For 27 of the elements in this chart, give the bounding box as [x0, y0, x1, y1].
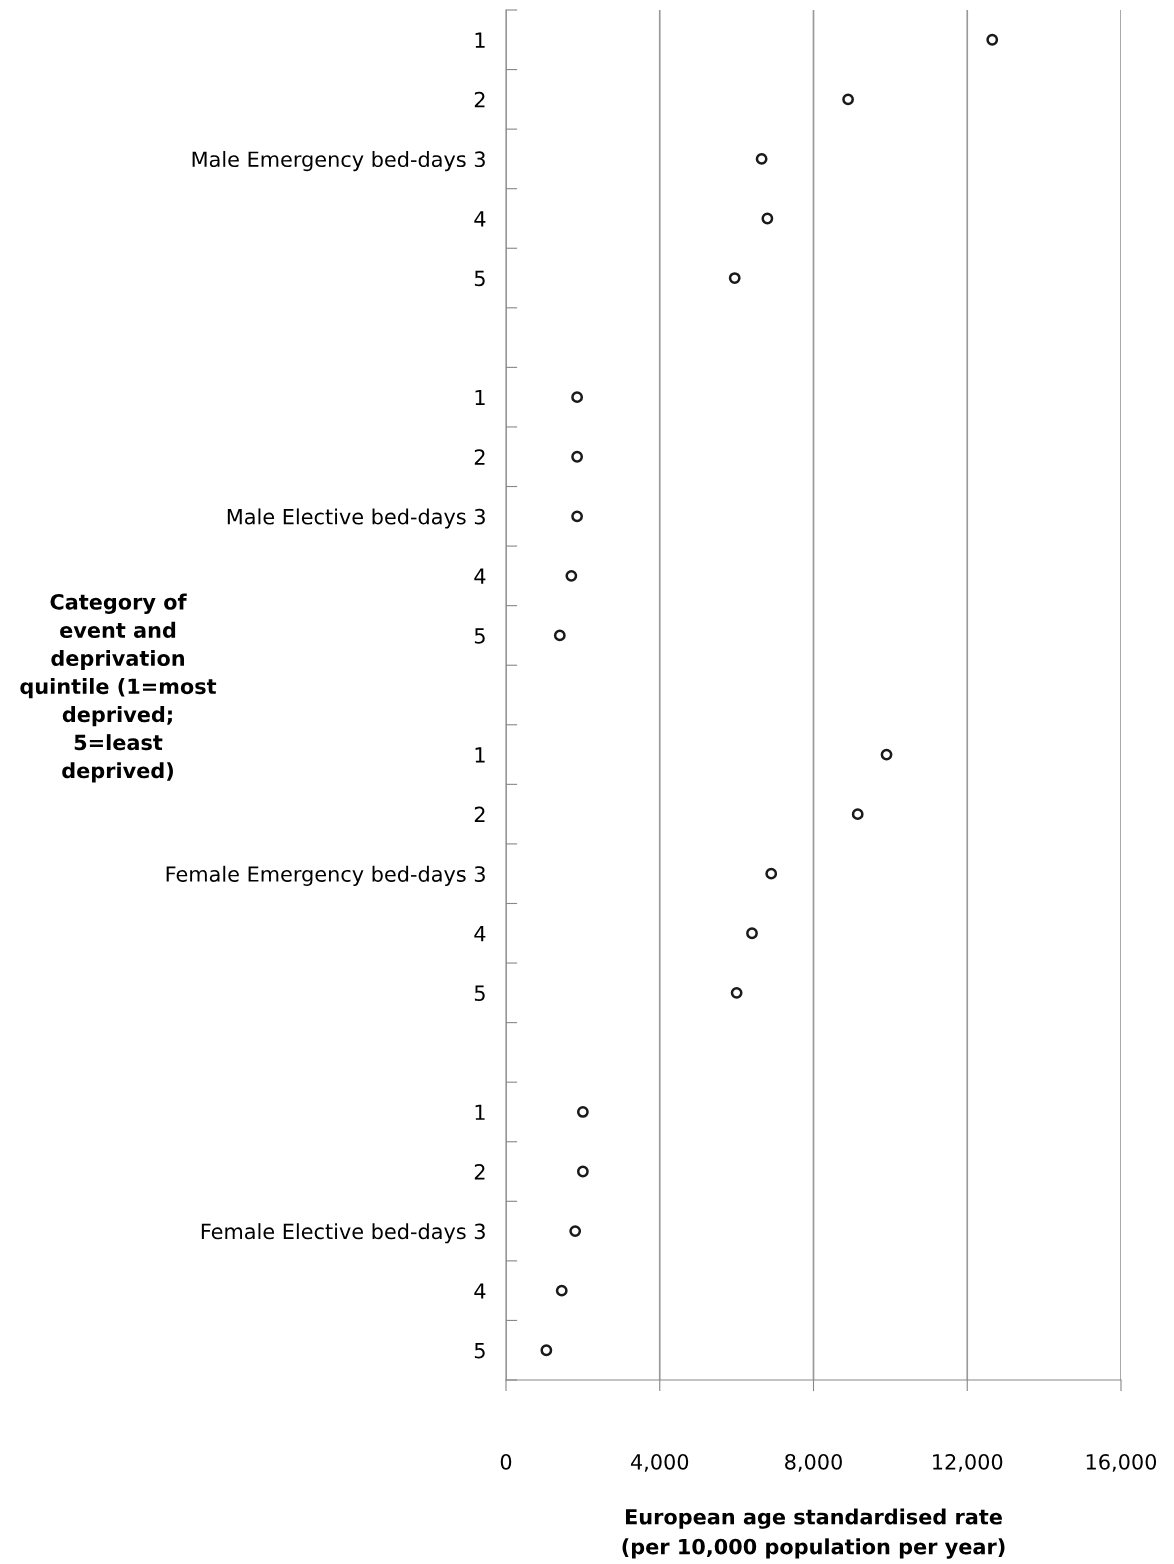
y-tick-label: 5 — [474, 1342, 485, 1359]
y-axis-title: Category of event and deprivation quintile (1=most deprived; 5=least deprived) — [20, 593, 217, 783]
y-tick-label: 1 — [475, 747, 485, 763]
y-tick-label: 2 — [474, 806, 485, 823]
y-tick-label: 4 — [474, 1283, 486, 1299]
y-tick-label: Female Emergency bed-days 3 — [166, 865, 485, 886]
y-tick-label: 4 — [474, 568, 486, 584]
x-tick-label: 4,000 — [630, 1453, 689, 1472]
x-axis-title: European age standardised rate (per 10,000 population per year) — [622, 1508, 1005, 1559]
y-tick-label: 5 — [474, 628, 485, 644]
x-tick-label: 0 — [500, 1453, 512, 1470]
y-tick-label: 4 — [474, 925, 486, 942]
y-tick-label: 1 — [475, 1104, 485, 1120]
x-tick-label: 12,000 — [933, 1453, 1003, 1472]
y-tick-label: 2 — [474, 1163, 485, 1180]
y-tick-label: 1 — [475, 389, 485, 406]
y-tick-label: 2 — [474, 91, 485, 108]
y-tick-label: Female Elective bed-days 3 — [201, 1223, 485, 1244]
x-tick-label: 16,000 — [1086, 1453, 1157, 1472]
x-tick-label: 8,000 — [785, 1453, 842, 1472]
y-tick-label: 1 — [475, 32, 485, 48]
y-tick-label: 5 — [474, 985, 485, 1002]
y-tick-label: 5 — [474, 270, 485, 287]
y-tick-label: Male Elective bed-days 3 — [227, 508, 485, 529]
y-tick-label: 4 — [474, 211, 486, 227]
y-tick-label: 2 — [474, 449, 485, 465]
y-tick-label: Male Emergency bed-days 3 — [192, 151, 485, 172]
